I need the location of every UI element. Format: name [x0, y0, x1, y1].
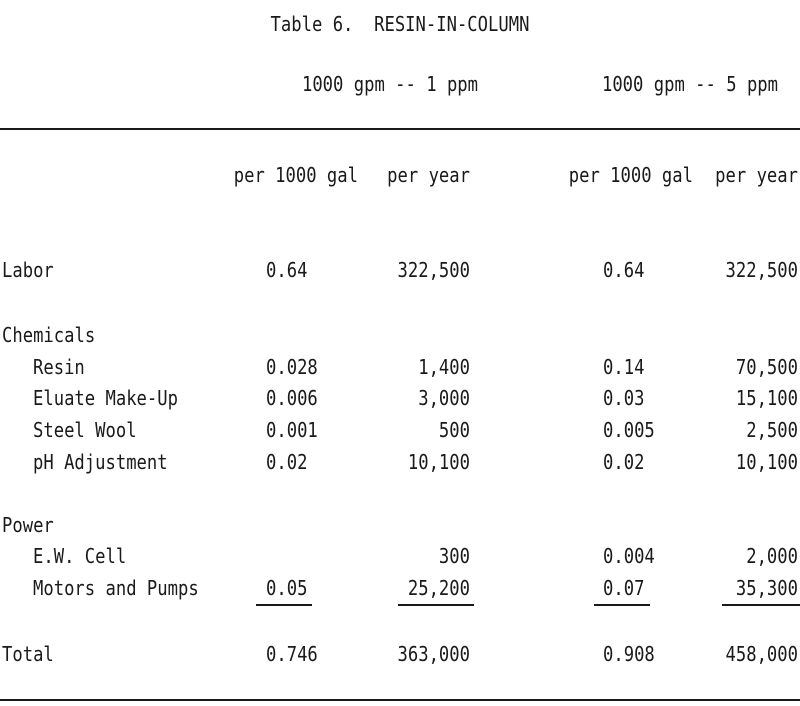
cell: 0.02 — [266, 450, 308, 474]
table-title: Table 6. RESIN-IN-COLUMN — [270, 12, 530, 36]
cell: 1,400 — [418, 355, 470, 379]
cell: 2,500 — [746, 418, 798, 442]
cell: 0.005 — [603, 418, 655, 442]
cell: 35,300 — [735, 576, 798, 600]
col-header-per-year-2: per year — [715, 163, 798, 187]
cell: 322,500 — [725, 258, 798, 282]
col-header-per-1000-gal-1: per 1000 gal — [233, 163, 358, 187]
group-header-5ppm: 1000 gpm -- 5 ppm — [601, 72, 779, 96]
cell: 0.908 — [603, 642, 655, 666]
cell: 0.05 — [266, 576, 308, 600]
cell: 0.64 — [266, 258, 308, 282]
col-header-per-year-1: per year — [387, 163, 470, 187]
cell: 0.14 — [603, 355, 645, 379]
row-label-resin: Resin — [33, 355, 85, 379]
cell: 0.746 — [266, 642, 318, 666]
cell: 458,000 — [725, 642, 798, 666]
subtotal-underline — [594, 604, 650, 606]
subtotal-underline — [398, 604, 474, 606]
row-label-ph-adjustment: pH Adjustment — [33, 450, 168, 474]
cell: 25,200 — [407, 576, 470, 600]
top-rule — [0, 128, 800, 130]
cell: 2,000 — [746, 544, 798, 568]
section-label-chemicals: Chemicals — [2, 323, 96, 347]
section-label-power: Power — [2, 513, 54, 537]
cell: 363,000 — [397, 642, 470, 666]
col-header-per-1000-gal-2: per 1000 gal — [568, 163, 693, 187]
row-label-eluate-make-up: Eluate Make-Up — [33, 386, 178, 410]
group-header-1ppm: 1000 gpm -- 1 ppm — [301, 72, 479, 96]
row-label-ew-cell: E.W. Cell — [33, 544, 127, 568]
subtotal-underline — [722, 604, 800, 606]
bottom-rule — [0, 699, 800, 701]
subtotal-underline — [256, 604, 312, 606]
row-label-steel-wool: Steel Wool — [33, 418, 137, 442]
cell: 322,500 — [397, 258, 470, 282]
cell: 0.03 — [603, 386, 645, 410]
cell: 0.001 — [266, 418, 318, 442]
cell: 70,500 — [735, 355, 798, 379]
cell: 10,100 — [407, 450, 470, 474]
cell: 0.07 — [603, 576, 645, 600]
cell: 0.028 — [266, 355, 318, 379]
row-label-total: Total — [2, 642, 54, 666]
row-label-labor: Labor — [2, 258, 54, 282]
cell: 0.006 — [266, 386, 318, 410]
cell: 300 — [438, 544, 470, 568]
cell: 500 — [438, 418, 470, 442]
cell: 15,100 — [735, 386, 798, 410]
cell: 0.004 — [603, 544, 655, 568]
cell: 10,100 — [735, 450, 798, 474]
cell: 3,000 — [418, 386, 470, 410]
cell: 0.02 — [603, 450, 645, 474]
cell: 0.64 — [603, 258, 645, 282]
row-label-motors-and-pumps: Motors and Pumps — [33, 576, 199, 600]
